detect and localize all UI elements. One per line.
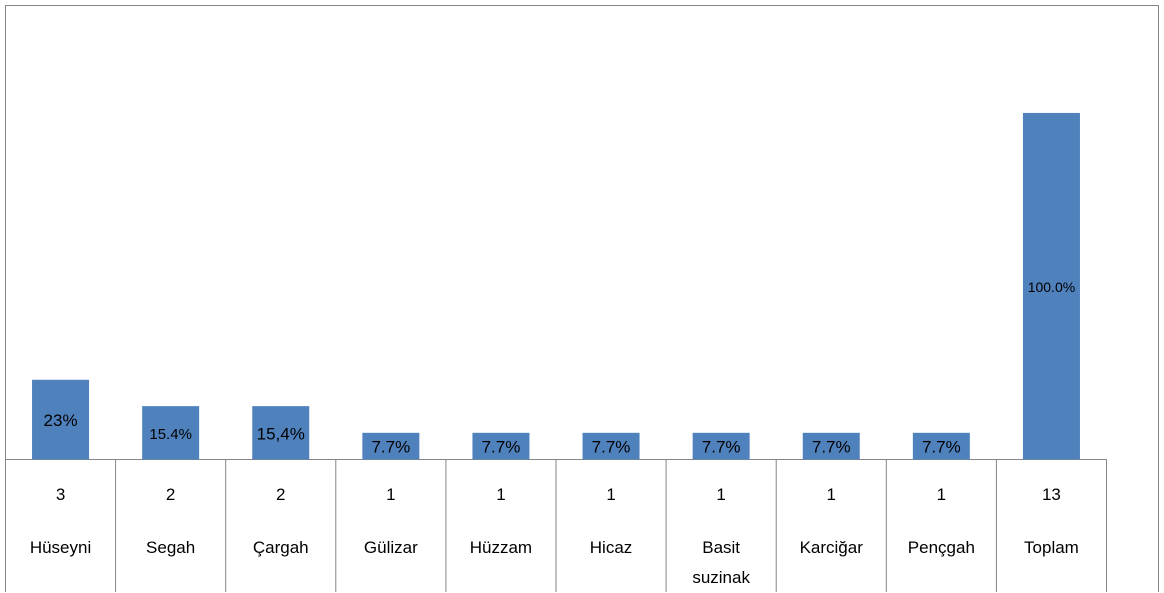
data-label: 7.7% xyxy=(702,438,741,457)
bar xyxy=(1022,112,1080,460)
count-cell: 2 xyxy=(116,480,226,510)
count-cell-text: 2 xyxy=(276,485,286,504)
data-label: 100.0% xyxy=(1028,279,1075,295)
chart-frame xyxy=(5,5,1159,592)
bar xyxy=(692,432,750,460)
data-label: 7.7% xyxy=(371,438,410,457)
category-cell: Gülizar xyxy=(336,533,446,563)
bar xyxy=(582,432,640,460)
data-label: 23% xyxy=(44,411,78,430)
category-cell: Çargah xyxy=(226,533,336,563)
count-cell: 3 xyxy=(6,480,116,510)
category-cell: Hüzzam xyxy=(446,533,556,563)
category-cell: Toplam xyxy=(996,533,1106,563)
data-label: 15.4% xyxy=(149,426,192,443)
data-label: 7.7% xyxy=(592,438,631,457)
category-cell: Basit suzinak xyxy=(666,533,776,593)
count-cell: 2 xyxy=(226,480,336,510)
data-label: 7.7% xyxy=(812,438,851,457)
category-cell: Pençgah xyxy=(886,533,996,563)
category-cell-text: Karciğar xyxy=(799,538,863,557)
count-cell-text: 1 xyxy=(386,485,396,504)
category-cell-text: Basit suzinak xyxy=(692,538,750,587)
bar xyxy=(362,432,420,460)
count-cell: 1 xyxy=(776,480,886,510)
category-cell-text: Toplam xyxy=(1024,538,1079,557)
category-cell: Hüseyni xyxy=(6,533,116,563)
category-cell: Karciğar xyxy=(776,533,886,563)
data-label: 7.7% xyxy=(922,438,961,457)
category-cell: Segah xyxy=(116,533,226,563)
count-cell-text: 2 xyxy=(165,485,176,504)
bar xyxy=(142,406,200,460)
count-cell-text: 1 xyxy=(826,485,836,504)
category-cell-text: Segah xyxy=(146,538,196,557)
count-cell-text: 13 xyxy=(1041,485,1061,504)
bar xyxy=(32,379,90,460)
category-cell-text: Hicaz xyxy=(589,538,633,557)
category-cell-text: Gülizar xyxy=(363,538,418,557)
count-cell: 1 xyxy=(556,480,666,510)
count-cell-text: 1 xyxy=(496,485,506,504)
bar xyxy=(472,432,530,460)
count-cell: 1 xyxy=(336,480,446,510)
count-cell: 1 xyxy=(446,480,556,510)
data-label: 7.7% xyxy=(482,438,521,457)
category-cell-text: Hüseyni xyxy=(29,538,92,557)
count-cell-text: 1 xyxy=(716,485,726,504)
bar xyxy=(912,432,970,460)
count-cell-text: 3 xyxy=(55,485,66,504)
category-cell-text: Çargah xyxy=(252,538,309,557)
category-cell: Hicaz xyxy=(556,533,666,563)
count-cell-text: 1 xyxy=(936,485,947,504)
data-label: 15,4% xyxy=(257,424,305,443)
bar xyxy=(802,432,860,460)
count-cell: 1 xyxy=(666,480,776,510)
count-cell: 1 xyxy=(886,480,996,510)
bar xyxy=(252,406,310,460)
category-cell-text: Hüzzam xyxy=(469,538,533,557)
count-cell-text: 1 xyxy=(606,485,616,504)
count-cell: 13 xyxy=(996,480,1106,510)
category-cell-text: Pençgah xyxy=(907,538,975,557)
